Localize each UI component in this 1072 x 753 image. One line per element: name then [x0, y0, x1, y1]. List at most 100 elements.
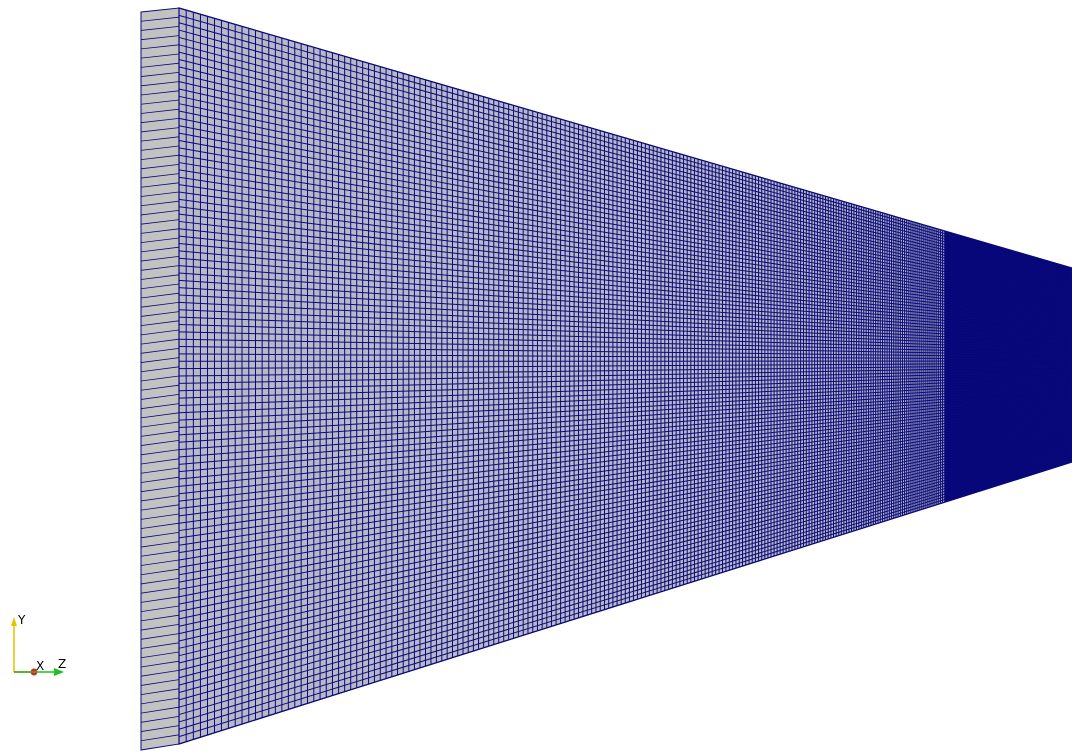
mesh-row-line — [178, 220, 1072, 325]
mesh-row-line — [178, 257, 1072, 335]
mesh-row-line — [178, 198, 1072, 319]
z-axis-label: Z — [58, 657, 66, 671]
mesh-row-line — [178, 409, 1072, 546]
mesh-side-row-line — [140, 182, 180, 188]
mesh-side-row-line — [140, 26, 180, 31]
mesh-row-line — [178, 206, 1072, 321]
mesh-side-row-line — [140, 467, 180, 474]
mesh-side-row-line — [140, 522, 180, 529]
mesh-row-line — [178, 309, 1072, 349]
mesh-row-line — [178, 368, 1072, 392]
mesh-row-line — [178, 59, 1072, 283]
mesh-row-line — [178, 436, 1072, 649]
mesh-row-line — [178, 301, 1072, 347]
mesh-side-row-line — [140, 578, 180, 585]
mesh-side-row-line — [140, 596, 180, 603]
mesh-side-row-line — [140, 559, 180, 566]
mesh-row-line — [178, 399, 1072, 509]
mesh-row-line — [178, 434, 1072, 642]
mesh-side-row-line — [140, 624, 180, 631]
mesh-side-row-line — [140, 173, 180, 179]
mesh-row-line — [178, 444, 1072, 679]
mesh-side-row-line — [140, 725, 180, 732]
mesh-side-row-line — [140, 145, 180, 151]
mesh-row-line — [178, 294, 1072, 345]
mesh-row-line — [178, 387, 1072, 465]
mesh-side-row-line — [140, 430, 180, 437]
mesh-side-row-line — [140, 633, 180, 640]
mesh-side-row-line — [140, 274, 180, 280]
mesh-row-line — [178, 346, 1072, 358]
mesh-row-line — [178, 250, 1072, 333]
mesh-side-row-line — [140, 118, 180, 124]
mesh-side-row-line — [140, 35, 180, 41]
mesh-row-line — [178, 372, 1072, 406]
z-axis-arrowhead — [54, 668, 64, 676]
mesh-side-row-line — [140, 642, 180, 649]
mesh-row-line — [178, 418, 1072, 583]
mesh-row-line — [178, 81, 1072, 288]
mesh-row-line — [178, 323, 1072, 352]
mesh-row-line — [178, 424, 1072, 605]
mesh-row-line — [178, 445, 1072, 686]
mesh-side-row-line — [140, 108, 180, 114]
mesh-row-line — [178, 395, 1072, 495]
mesh-row-line — [178, 316, 1072, 350]
mesh-side-row-line — [140, 127, 180, 133]
mesh-row-line — [178, 73, 1072, 286]
mesh-row-line — [178, 117, 1072, 298]
mesh-side-row-line — [140, 587, 180, 594]
mesh-side-row-line — [140, 246, 180, 253]
mesh-row-line — [178, 432, 1072, 635]
mesh-side-row-line — [140, 81, 180, 87]
mesh-row-line — [178, 235, 1072, 329]
mesh-side-row-line — [140, 72, 180, 77]
mesh-row-line — [178, 125, 1072, 300]
mesh-row-line — [178, 457, 1072, 730]
mesh-side-row-line — [140, 338, 180, 345]
mesh-side-row-line — [140, 366, 180, 373]
mesh-row-line — [178, 366, 1072, 384]
mesh-row-line — [178, 403, 1072, 524]
mesh-row-line — [178, 380, 1072, 436]
mesh-side-row-line — [140, 357, 180, 363]
mesh-row-line — [178, 36, 1072, 277]
mesh-side-row-line — [140, 329, 180, 336]
mesh-side-row-line — [140, 99, 180, 105]
mesh-side-row-line — [140, 476, 180, 483]
x-axis-label: X — [36, 659, 44, 673]
mesh-side-row-line — [140, 660, 180, 668]
mesh-row-line — [178, 455, 1072, 723]
mesh-side-row-line — [140, 375, 180, 382]
mesh-row-line — [178, 265, 1072, 337]
mesh-side-row-line — [140, 706, 180, 714]
mesh-row-line — [178, 176, 1072, 314]
mesh-row-line — [178, 243, 1072, 331]
mesh-row-line — [178, 139, 1072, 304]
mesh-row-line — [178, 272, 1072, 339]
orientation-axes-widget: Y X Z — [11, 613, 66, 676]
mesh-side-row-line — [140, 670, 180, 677]
mesh-row-line — [178, 95, 1072, 292]
mesh-side-row-line — [140, 403, 180, 410]
mesh-row-line — [178, 383, 1072, 451]
mesh-row-line — [178, 416, 1072, 576]
mesh-side-row-line — [140, 532, 180, 539]
mesh-side-row-line — [140, 44, 180, 50]
mesh-row-line — [178, 393, 1072, 487]
mesh-row-line — [178, 370, 1072, 399]
mesh-row-line — [178, 407, 1072, 539]
mesh-side-row-line — [140, 541, 180, 548]
mesh-row-line — [178, 374, 1072, 414]
mesh-row-line — [178, 44, 1072, 279]
y-axis-label: Y — [17, 613, 26, 627]
mesh-row-line — [178, 414, 1072, 568]
mesh-side-row-line — [140, 486, 180, 493]
mesh-row-line — [178, 447, 1072, 693]
mesh-side-row-line — [140, 440, 180, 446]
mesh-row-line — [178, 449, 1072, 701]
mesh-row-line — [178, 442, 1072, 671]
mesh-side-row-line — [140, 62, 180, 68]
